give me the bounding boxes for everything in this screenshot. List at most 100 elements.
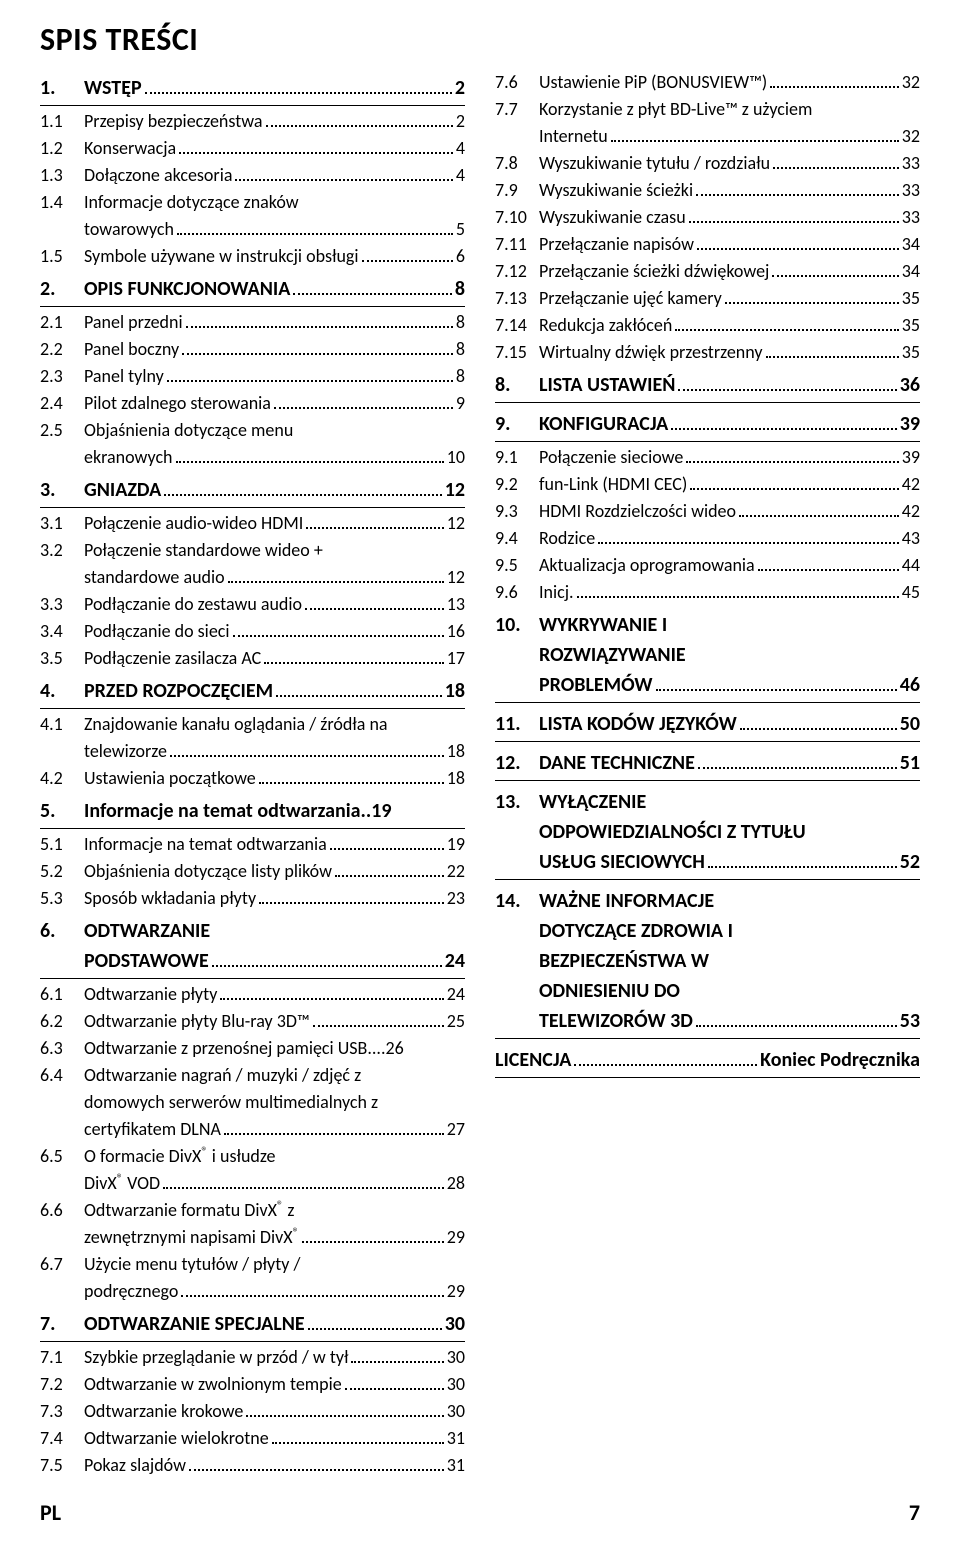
toc-label: Połączenie audio-wideo HDMI [84,510,303,537]
toc-section: 8.LISTA USTAWIEŃ36 [495,366,920,403]
toc-page: 22 [447,858,465,885]
toc-page: 12 [445,475,465,505]
toc-label: DANE TECHNICZNE [539,748,695,778]
toc-label: Odtwarzanie płyty Blu-ray 3D™ [84,1008,310,1035]
toc-page: 8 [456,336,465,363]
toc-subitem: 7.13Przełączanie ujęć kamery35 [495,285,920,312]
toc-number: 11. [495,709,539,739]
toc-label: Pilot zdalnego sterowania [84,390,271,417]
toc-page: 46 [900,670,920,700]
toc-subitem: 1.5Symbole używane w instrukcji obsługi 6 [40,243,465,270]
toc-leader [696,182,899,196]
toc-subitem: 2.4Pilot zdalnego sterowania9 [40,390,465,417]
toc-page: 6 [456,243,465,270]
toc-label: certyfikatem DLNA [84,1116,221,1143]
toc-leader [577,584,899,598]
toc-number: 6.5 [40,1143,84,1170]
toc-page: 10 [447,444,465,471]
toc-page: 8 [456,309,465,336]
toc-page: 42 [902,498,920,525]
toc-subitem: 3.4Podłączanie do sieci16 [40,618,465,645]
page-footer: PL 7 [40,1499,920,1526]
toc-number: 5.3 [40,885,84,912]
toc-subitem: 4.1Znajdowanie kanału oglądania / źródła… [40,711,465,765]
toc-page: 43 [902,525,920,552]
toc-subitem: 4.2Ustawienia początkowe18 [40,765,465,792]
toc-number: 1.5 [40,243,84,270]
toc-page: 5 [456,216,465,243]
toc-number: 4.2 [40,765,84,792]
toc-label: Internetu [539,123,608,150]
toc-label: WYŁĄCZENIE [539,787,920,817]
toc-subitem: 7.4Odtwarzanie wielokrotne31 [40,1425,465,1452]
toc-page: 12 [447,510,465,537]
toc-page: 52 [900,847,920,877]
toc-label: Połączenie standardowe wideo + [84,537,465,564]
toc-leader: .. [361,796,372,826]
toc-number: 7.5 [40,1452,84,1479]
toc-number: 3.5 [40,645,84,672]
toc-leader [170,743,444,757]
toc-label: TELEWIZORÓW 3D [539,1006,693,1036]
toc-number: 12. [495,748,539,778]
toc-page: 32 [902,123,920,150]
toc-number: 9.4 [495,525,539,552]
toc-label: LISTA USTAWIEŃ [539,370,675,400]
toc-leader [182,341,453,355]
toc-leader [698,753,897,769]
toc-page: 50 [900,709,920,739]
toc-label: Wyszukiwanie czasu [539,204,686,231]
toc-leader [656,675,897,691]
toc-label: Odtwarzanie płyty [84,981,217,1008]
toc-title: SPIS TREŚCI [40,20,920,59]
toc-number: 7.1 [40,1344,84,1371]
toc-label: ROZWIĄZYWANIE [495,640,920,670]
toc-page: 36 [900,370,920,400]
toc-label: Symbole używane w instrukcji obsługi [84,243,359,270]
toc-label: Redukcja zakłóceń [539,312,672,339]
toc-page: 2 [455,73,465,103]
toc-page: 35 [902,312,920,339]
footer-lang: PL [40,1499,61,1526]
toc-number: 6.3 [40,1035,84,1062]
toc-subitem: 2.1Panel przedni8 [40,309,465,336]
toc-page: 24 [445,946,465,976]
toc-label: Znajdowanie kanału oglądania / źródła na [84,711,465,738]
toc-label: Odtwarzanie w zwolnionym tempie [84,1371,342,1398]
toc-page: 4 [456,135,465,162]
toc-label: ODPOWIEDZIALNOŚCI Z TYTUŁU [495,817,920,847]
toc-subitem: 9.6Inicj.45 [495,579,920,606]
toc-section: LICENCJAKoniec Podręcznika [495,1041,920,1078]
toc-leader [362,248,453,262]
toc-leader [305,596,444,610]
toc-page: Koniec Podręcznika [760,1045,920,1075]
toc-number: 7.10 [495,204,539,231]
toc-number: 6.4 [40,1062,84,1089]
toc-page: 27 [447,1116,465,1143]
toc-label: ODNIESIENIU DO [495,976,920,1006]
toc-page: 18 [447,765,465,792]
toc-number: 5.1 [40,831,84,858]
toc-page: 53 [900,1006,920,1036]
toc-leader [274,395,453,409]
toc-label: Rodzice [539,525,595,552]
toc-label: O formacie DivX® i usłudze [84,1143,465,1170]
toc-section: 10.WYKRYWANIE IROZWIĄZYWANIEPROBLEMÓW46 [495,606,920,703]
toc-subitem: 7.8Wyszukiwanie tytułu / rozdziału33 [495,150,920,177]
toc-label: KONFIGURACJA [539,409,668,439]
toc-label: Podłączanie do sieci [84,618,230,645]
toc-label: Połączenie sieciowe [539,444,683,471]
toc-number: 7.15 [495,339,539,366]
toc-label: WYKRYWANIE I [539,610,920,640]
toc-number: 2.1 [40,309,84,336]
toc-leader [293,279,452,295]
toc-page: 42 [902,471,920,498]
toc-leader [235,167,452,181]
toc-leader [259,890,444,904]
toc-subitem: 7.7Korzystanie z płyt BD-Live™ z użyciem… [495,96,920,150]
toc-subitem: 6.6Odtwarzanie formatu DivX® zzewnętrzny… [40,1197,465,1251]
toc-leader [164,480,442,496]
toc-number: 7.7 [495,96,539,123]
toc-section: 9.KONFIGURACJA39 [495,405,920,442]
toc-leader [335,863,444,877]
